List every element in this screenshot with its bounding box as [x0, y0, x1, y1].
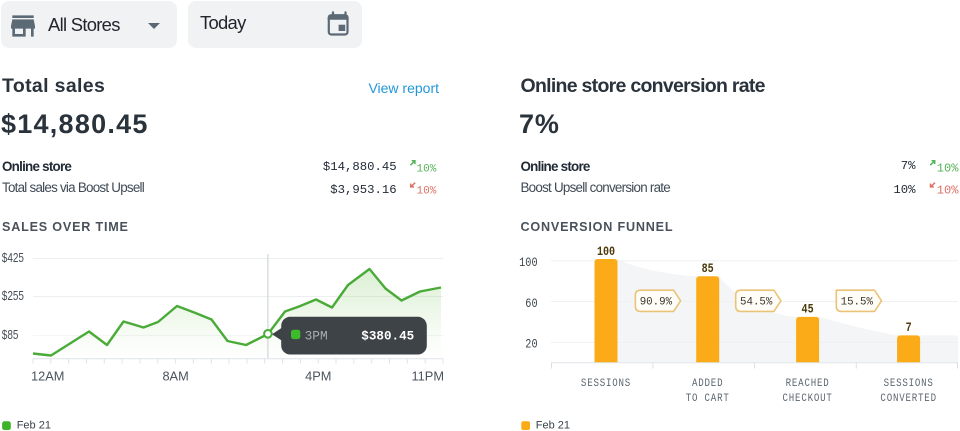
svg-text:8AM: 8AM: [162, 369, 188, 384]
svg-text:10%: 10%: [417, 164, 437, 176]
svg-text:$425: $425: [2, 252, 24, 265]
svg-text:11PM: 11PM: [412, 369, 444, 384]
svg-text:Feb 21: Feb 21: [536, 420, 570, 431]
svg-text:SESSIONS: SESSIONS: [581, 377, 631, 390]
svg-text:45: 45: [802, 304, 814, 317]
svg-text:15.5%: 15.5%: [841, 297, 874, 309]
svg-text:TO CART: TO CART: [686, 392, 730, 405]
svg-text:85: 85: [702, 263, 714, 276]
svg-text:$85: $85: [2, 329, 19, 342]
svg-text:54.5%: 54.5%: [740, 297, 773, 309]
svg-text:Feb 21: Feb 21: [17, 420, 51, 431]
svg-text:$380.45: $380.45: [361, 330, 414, 344]
svg-text:SESSIONS: SESSIONS: [884, 377, 934, 390]
svg-text:REACHED: REACHED: [786, 377, 830, 390]
svg-text:4PM: 4PM: [305, 369, 331, 384]
svg-text:7: 7: [906, 322, 912, 335]
svg-text:10%: 10%: [417, 185, 437, 197]
svg-text:100: 100: [519, 256, 537, 270]
svg-text:10%: 10%: [937, 162, 959, 176]
svg-text:12AM: 12AM: [31, 369, 64, 384]
svg-text:3PM: 3PM: [305, 329, 328, 344]
svg-text:CHECKOUT: CHECKOUT: [783, 392, 833, 405]
svg-text:100: 100: [597, 246, 615, 259]
svg-text:20: 20: [525, 338, 537, 352]
svg-text:$255: $255: [2, 290, 24, 303]
svg-text:ADDED: ADDED: [692, 377, 723, 390]
svg-text:10%: 10%: [937, 183, 959, 197]
svg-text:90.9%: 90.9%: [640, 297, 673, 309]
svg-text:60: 60: [525, 297, 537, 311]
svg-text:CONVERTED: CONVERTED: [880, 392, 936, 405]
